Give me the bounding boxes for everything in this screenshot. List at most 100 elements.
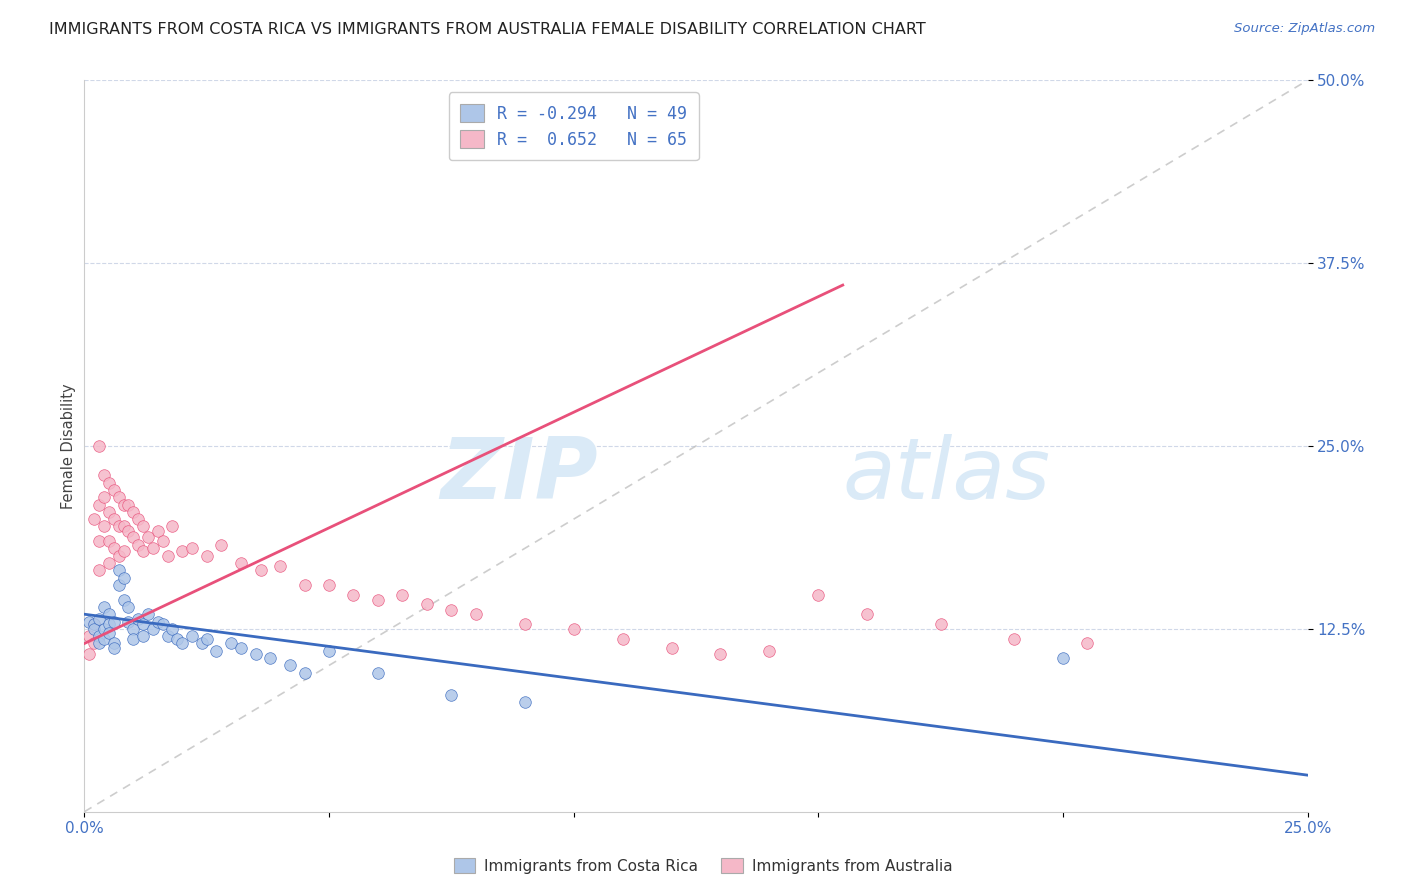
Point (172, 544, 194, 558)
Point (83, 512, 105, 526)
Point (195, 549, 218, 563)
Point (77, 615, 100, 629)
Point (97, 505, 120, 519)
Point (440, 603, 463, 617)
Point (107, 563, 129, 577)
Point (513, 695, 536, 709)
Text: ZIP: ZIP (440, 434, 598, 516)
Point (166, 632, 188, 646)
Point (391, 588, 413, 602)
Point (464, 607, 486, 622)
Point (416, 597, 439, 611)
Point (132, 629, 155, 643)
Point (152, 617, 174, 632)
Point (142, 622, 165, 636)
Point (162, 622, 184, 636)
Point (661, 640, 683, 655)
Point (136, 607, 159, 622)
Point (77, 647, 100, 661)
Point (318, 644, 340, 658)
Point (93, 599, 115, 614)
Point (87, 629, 110, 643)
Point (1076, 636, 1098, 650)
Point (103, 512, 125, 526)
Point (856, 607, 879, 622)
Text: Source: ZipAtlas.com: Source: ZipAtlas.com (1234, 22, 1375, 36)
Point (162, 519, 184, 533)
Point (127, 539, 149, 553)
Text: IMMIGRANTS FROM COSTA RICA VS IMMIGRANTS FROM AUSTRALIA FEMALE DISABILITY CORREL: IMMIGRANTS FROM COSTA RICA VS IMMIGRANTS… (49, 22, 927, 37)
Point (122, 530, 145, 544)
Point (367, 665, 389, 680)
Point (83, 617, 105, 632)
Point (122, 505, 145, 519)
Point (87, 439, 110, 453)
Point (117, 615, 139, 629)
Point (142, 541, 165, 556)
Point (103, 541, 125, 556)
Point (103, 636, 125, 650)
Point (87, 534, 110, 549)
Point (117, 599, 139, 614)
Point (294, 578, 316, 592)
Y-axis label: Female Disability: Female Disability (60, 384, 76, 508)
Point (112, 571, 135, 585)
Point (112, 519, 135, 533)
Point (342, 588, 364, 602)
Point (132, 617, 155, 632)
Point (1002, 632, 1025, 646)
Point (103, 640, 125, 655)
Point (107, 519, 129, 533)
Point (87, 498, 110, 512)
Point (93, 519, 115, 533)
Legend: R = -0.294   N = 49, R =  0.652   N = 65: R = -0.294 N = 49, R = 0.652 N = 65 (449, 92, 699, 161)
Point (97, 556, 120, 570)
Point (156, 629, 179, 643)
Point (136, 530, 159, 544)
Point (97, 626, 120, 640)
Point (132, 544, 155, 558)
Point (513, 617, 536, 632)
Point (758, 644, 780, 658)
Point (83, 622, 105, 636)
Point (259, 651, 281, 665)
Point (1052, 651, 1074, 665)
Point (807, 588, 830, 602)
Point (229, 556, 252, 570)
Point (112, 544, 135, 558)
Point (127, 512, 149, 526)
Point (122, 632, 145, 646)
Point (929, 617, 952, 632)
Point (318, 578, 340, 592)
Point (146, 524, 169, 538)
Point (97, 475, 120, 490)
Point (245, 647, 267, 661)
Point (152, 534, 174, 549)
Point (181, 629, 204, 643)
Point (562, 622, 585, 636)
Point (122, 622, 145, 636)
Point (219, 636, 242, 650)
Point (181, 541, 204, 556)
Point (172, 636, 194, 650)
Point (97, 607, 120, 622)
Point (367, 592, 389, 607)
Point (132, 519, 155, 533)
Point (205, 644, 228, 658)
Point (93, 622, 115, 636)
Point (156, 549, 179, 563)
Point (229, 640, 252, 655)
Point (93, 632, 115, 646)
Point (97, 534, 120, 549)
Point (103, 615, 125, 629)
Point (195, 632, 218, 646)
Point (709, 647, 731, 661)
Point (112, 498, 135, 512)
Point (107, 549, 129, 563)
Point (127, 612, 149, 626)
Point (269, 558, 291, 573)
Point (612, 632, 634, 646)
Point (440, 688, 463, 702)
Legend: Immigrants from Costa Rica, Immigrants from Australia: Immigrants from Costa Rica, Immigrants f… (447, 852, 959, 880)
Point (112, 592, 135, 607)
